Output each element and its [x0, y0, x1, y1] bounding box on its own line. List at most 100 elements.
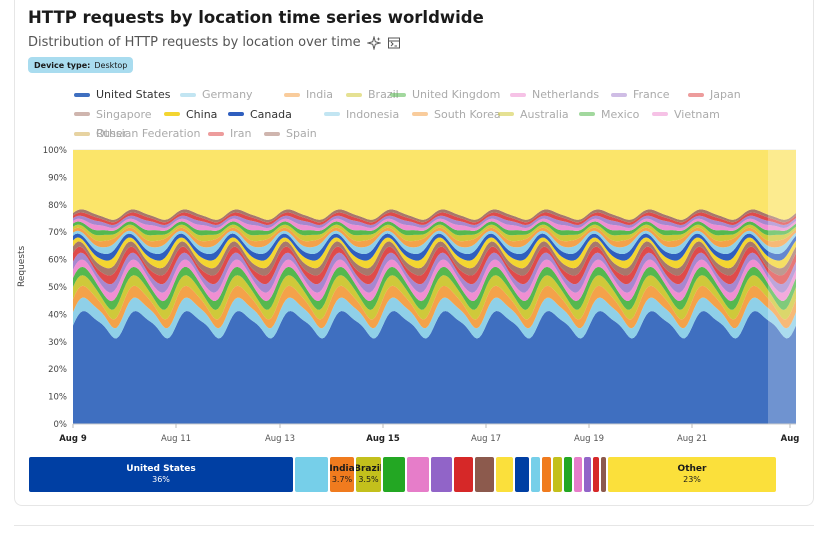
treemap-block-netherlands[interactable] [407, 457, 429, 492]
treemap-value: 36% [152, 475, 170, 484]
legend-swatch [688, 92, 704, 97]
legend-item-netherlands[interactable]: Netherlands [510, 88, 599, 101]
series-area-brazil[interactable] [73, 275, 796, 320]
legend-label: Canada [250, 107, 292, 121]
series-area-vietnam[interactable] [73, 218, 796, 231]
series-area-china[interactable] [73, 237, 796, 269]
legend-swatch [228, 112, 244, 116]
legend-item-australia[interactable]: Australia [498, 108, 569, 121]
legend-item-france[interactable]: France [611, 88, 670, 101]
chart-card [14, 0, 814, 506]
treemap-block-brazil[interactable]: Brazil3.5% [356, 457, 381, 492]
chart-subtitle: Distribution of HTTP requests by locatio… [28, 35, 401, 50]
y-tick-label: 80% [48, 201, 67, 211]
legend-swatch [390, 92, 406, 97]
treemap-block-united-states[interactable]: United States 36% [29, 457, 293, 492]
y-axis-label: Requests [17, 245, 27, 287]
treemap-block-other[interactable]: Other 23% [608, 457, 776, 492]
legend-item-united-states[interactable]: United States [74, 88, 171, 101]
series-area-germany[interactable] [73, 297, 796, 339]
legend-item-indonesia[interactable]: Indonesia [324, 108, 399, 121]
legend-swatch [498, 112, 514, 116]
legend-label: Brazil [368, 88, 399, 101]
legend-swatch [264, 131, 280, 136]
series-area-japan[interactable] [73, 246, 796, 285]
legend-item-mexico[interactable]: Mexico [579, 108, 639, 121]
y-tick-label: 100% [43, 146, 67, 156]
treemap-block-mexico[interactable] [564, 457, 572, 492]
x-tick-label: Aug 13 [265, 434, 295, 444]
legend-item-iran[interactable]: Iran [208, 127, 251, 140]
legend-swatch [611, 92, 627, 97]
share-embed-icon[interactable] [387, 36, 401, 50]
treemap-block-germany[interactable] [295, 457, 328, 492]
y-tick-label: 0% [54, 420, 68, 430]
series-area-india[interactable] [73, 285, 796, 329]
treemap-block-vietnam[interactable] [574, 457, 582, 492]
legend-swatch [510, 92, 526, 97]
treemap-block-south-korea[interactable] [542, 457, 551, 492]
chart-title: HTTP requests by location time series wo… [28, 8, 484, 27]
legend-swatch [652, 112, 668, 116]
legend-item-canada[interactable]: Canada [228, 108, 292, 121]
treemap-block-canada[interactable] [515, 457, 529, 492]
treemap-block-australia[interactable] [553, 457, 562, 492]
legend-swatch [208, 131, 224, 136]
series-area-russian-federation[interactable] [73, 215, 796, 228]
treemap-block-china[interactable] [496, 457, 513, 492]
legend-item-vietnam[interactable]: Vietnam [652, 108, 720, 121]
legend-label: Japan [710, 88, 741, 101]
series-area-indonesia[interactable] [73, 230, 796, 255]
legend-swatch [74, 92, 90, 97]
legend-item-brazil[interactable]: Brazil [346, 88, 399, 101]
y-tick-label: 30% [48, 338, 67, 348]
y-tick-label: 20% [48, 365, 67, 375]
treemap-label: India [330, 464, 354, 474]
legend-item-india[interactable]: India [284, 88, 333, 101]
y-tick-label: 70% [48, 228, 67, 238]
legend-swatch [284, 92, 300, 97]
legend-item-china[interactable]: China [164, 108, 217, 121]
x-tick-label: Aug [781, 434, 800, 444]
legend-label: India [306, 88, 333, 101]
treemap-block-united-kingdom[interactable] [383, 457, 405, 492]
legend-label: Spain [286, 127, 317, 140]
series-area-australia[interactable] [73, 224, 796, 242]
x-tick-label: Aug 19 [574, 434, 604, 444]
filter-value: Desktop [94, 60, 128, 70]
x-tick-label: Aug 21 [677, 434, 707, 444]
treemap-value: 3.5% [358, 475, 379, 484]
series-area-other[interactable] [73, 150, 796, 220]
treemap-block-russian-federation[interactable] [584, 457, 591, 492]
y-tick-label: 90% [48, 173, 67, 183]
legend-item-spain[interactable]: Spain [264, 127, 317, 140]
sparkle-icon[interactable] [366, 35, 381, 50]
treemap-block-iran[interactable] [593, 457, 599, 492]
legend-item-germany[interactable]: Germany [180, 88, 253, 101]
series-area-united-states[interactable] [73, 310, 796, 424]
series-area-singapore[interactable] [73, 241, 796, 276]
y-tick-label: 10% [48, 393, 67, 403]
legend-item-other[interactable]: Other [74, 127, 127, 140]
legend-swatch [324, 112, 340, 116]
y-tick-label: 50% [48, 283, 67, 293]
series-area-mexico[interactable] [73, 221, 796, 236]
device-type-filter-chip[interactable]: Device type: Desktop [28, 57, 134, 73]
x-tick-label: Aug 9 [59, 434, 87, 444]
legend-label: Mexico [601, 107, 640, 121]
treemap-block-japan[interactable] [454, 457, 473, 492]
treemap-block-spain[interactable] [601, 457, 606, 492]
legend-item-south-korea[interactable]: South Korea [412, 108, 501, 121]
legend-swatch [412, 112, 428, 116]
treemap-block-indonesia[interactable] [531, 457, 540, 492]
series-area-canada[interactable] [73, 233, 796, 261]
legend-item-japan[interactable]: Japan [688, 88, 741, 101]
legend-item-united-kingdom[interactable]: United Kingdom [390, 88, 500, 101]
divider [14, 525, 814, 526]
legend-item-singapore[interactable]: Singapore [74, 108, 152, 121]
series-area-south-korea[interactable] [73, 227, 796, 248]
treemap-block-france[interactable] [431, 457, 452, 492]
legend-label: Netherlands [532, 88, 600, 101]
treemap-block-singapore[interactable] [475, 457, 494, 492]
treemap-block-india[interactable]: India 3.7% [330, 457, 354, 492]
